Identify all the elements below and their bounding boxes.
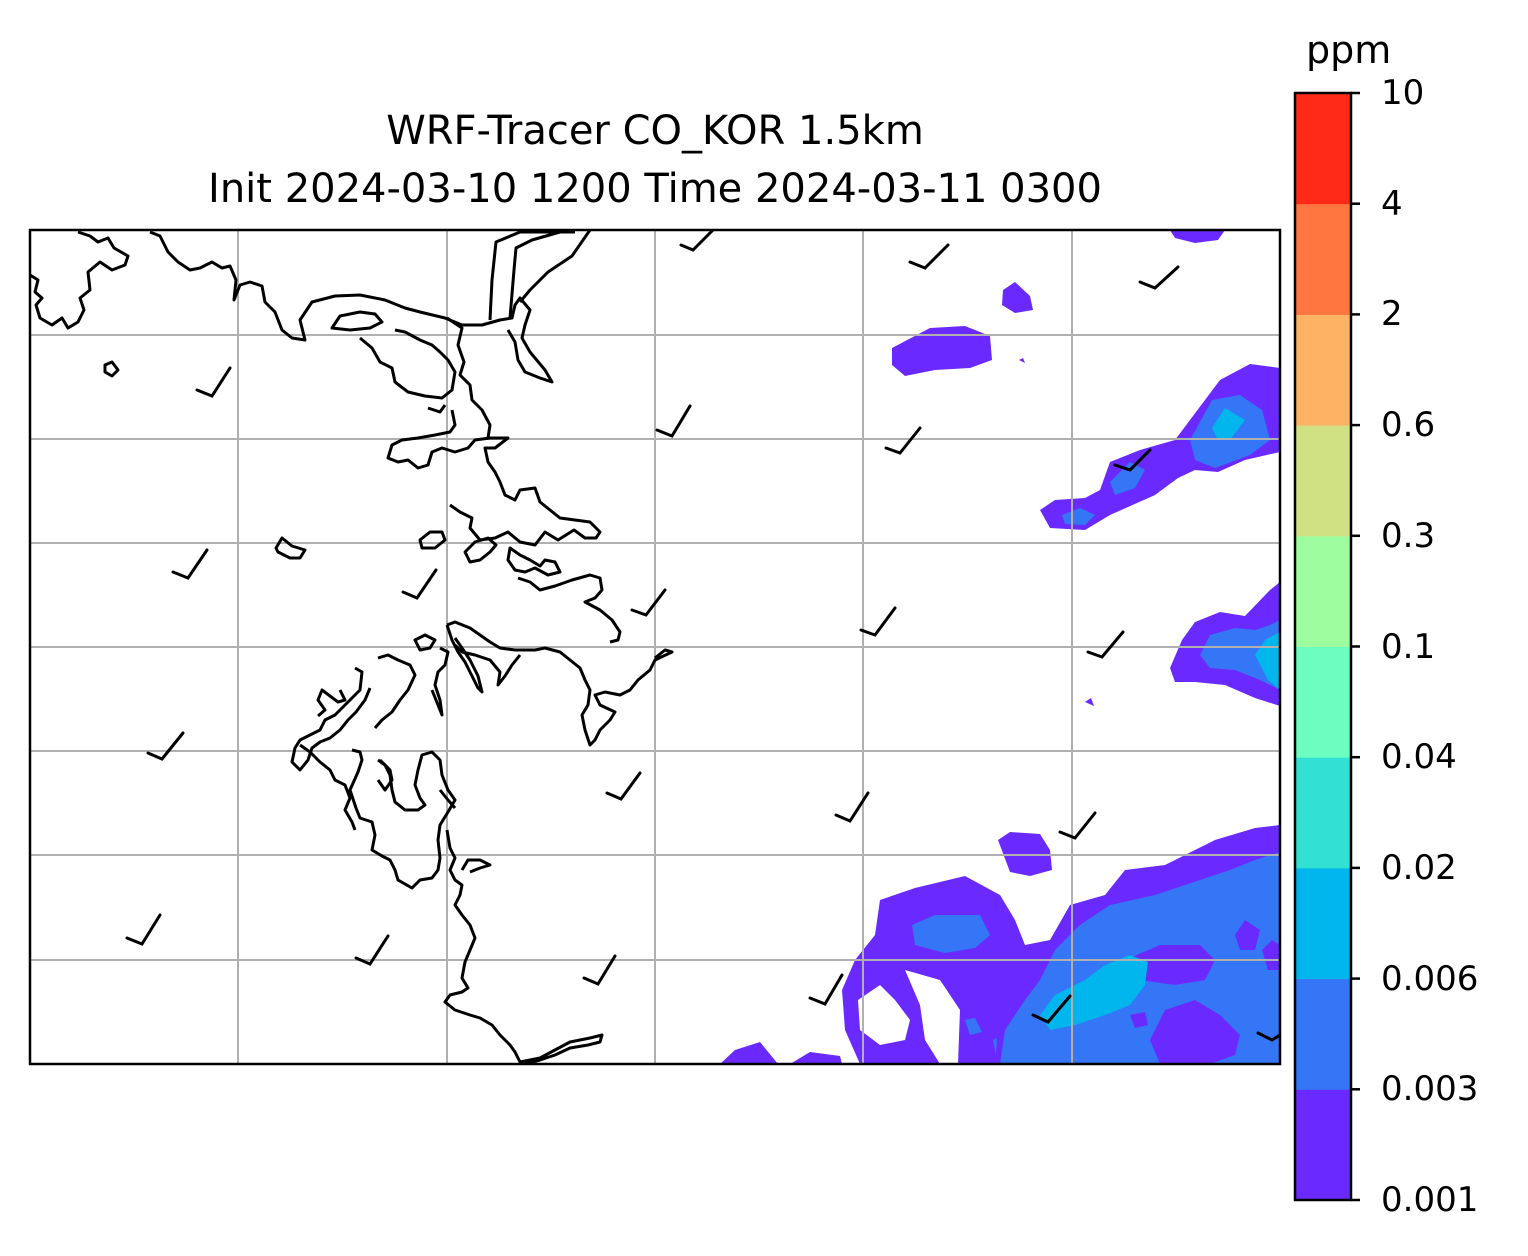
colorbar-tick-label: 2 [1381,294,1403,335]
coastlines [30,230,674,1064]
contour-level-0.003 [912,915,990,953]
map-gridlines [30,230,1280,1064]
colorbar-band [1295,425,1351,537]
colorbar-tick-label: 0.02 [1381,847,1457,888]
colorbar-tick-label: 10 [1381,73,1425,113]
contour-level-0.003 [993,1038,997,1055]
co-concentration-contours [720,230,1280,1064]
contour-level-0.001 [1262,940,1280,970]
contour-level-0.003 [1062,508,1095,525]
colorbar-band [1295,978,1351,1090]
colorbar-band [1295,646,1351,758]
colorbar-band [1295,535,1351,647]
map-subtitle: Init 2024-03-10 1200 Time 2024-03-11 030… [208,166,1102,212]
colorbar-band [1295,757,1351,869]
contour-level-0.001 [1019,358,1025,363]
contour-level-0.001 [720,1042,778,1064]
colorbar-tick-label: 0.1 [1381,626,1436,667]
contour-level-0.003 [965,1018,982,1035]
contour-level-0.001 [1235,920,1260,950]
contour-level-0.003 [1200,620,1280,690]
colorbar-band [1295,1089,1351,1201]
colorbar-band [1295,203,1351,315]
colorbar-band [1295,314,1351,426]
wind-barbs [125,230,1280,1042]
contour-level-0.001 [1125,945,1215,985]
contour-level-0.001 [995,1002,1004,1015]
colorbar-band [1295,867,1351,980]
contour-level-0.001 [1002,282,1033,313]
colorbar-tick-label: 0.6 [1381,405,1436,446]
contour-level-0.001 [892,326,992,376]
colorbar [1293,91,1360,1202]
colorbar-band [1295,93,1351,205]
contour-level-0.003 [1110,462,1145,495]
contour-level-0.001 [790,1052,842,1064]
contour-level-0.001 [1085,698,1094,706]
colorbar-tick-label: 4 [1381,183,1403,224]
contour-level-0.001 [1150,1000,1240,1064]
map-title: WRF-Tracer CO_KOR 1.5km [386,108,924,154]
colorbar-tick-label: 0.006 [1381,958,1479,999]
colorbar-unit-label: ppm [1306,28,1392,72]
colorbar-tick-label: 0.04 [1381,737,1457,778]
contour-level-0.006 [1212,408,1245,440]
colorbar-tick-label: 0.3 [1381,515,1436,556]
map-frame [28,228,1282,1066]
contour-level-0.001 [1170,230,1225,243]
colorbar-tick-label: 0.001 [1381,1180,1479,1220]
colorbar-tick-label: 0.003 [1381,1069,1479,1110]
contour-level-0.006 [1040,955,1148,1030]
contour-level-0.001 [1130,1012,1148,1028]
